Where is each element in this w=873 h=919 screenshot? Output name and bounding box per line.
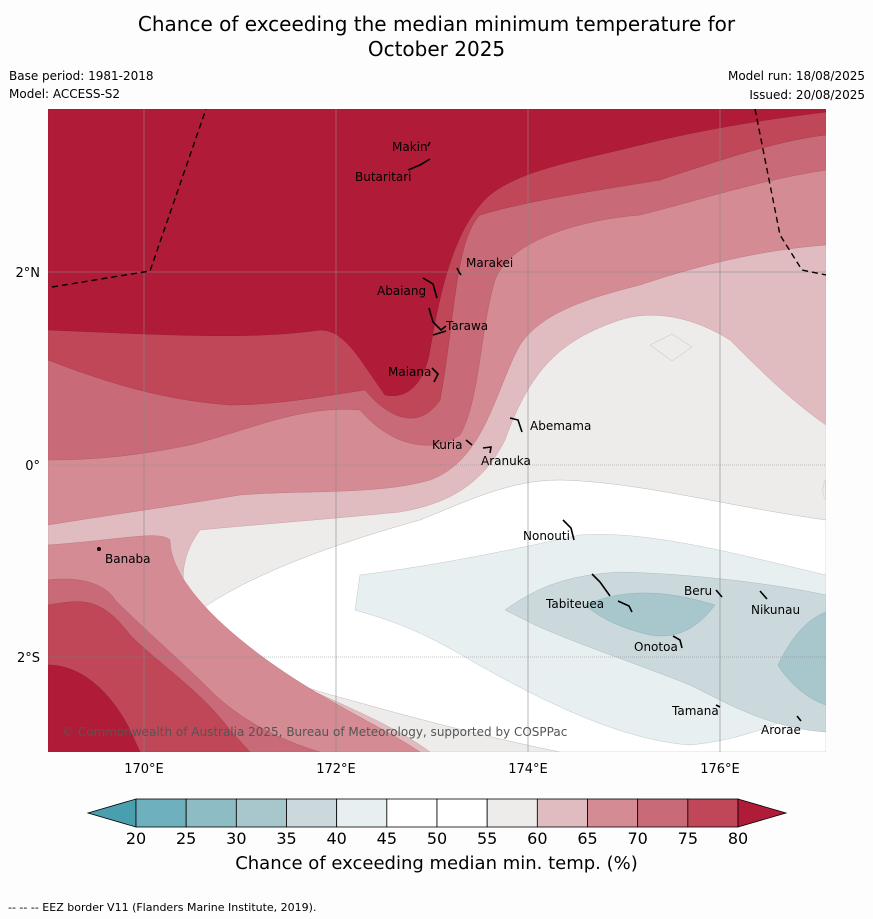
model-run: Model run: 18/08/2025	[727, 69, 865, 83]
label-nonouti: Nonouti	[523, 529, 570, 543]
island-nikunau	[759, 590, 768, 600]
colorbar-tick: 80	[728, 829, 748, 848]
island-banaba	[97, 546, 102, 551]
lon-tick-174: 174°E	[508, 762, 548, 777]
chart-title: Chance of exceeding the median minimum t…	[0, 12, 873, 62]
island-onotoa	[672, 635, 683, 649]
graticule	[48, 109, 826, 752]
island-makin	[427, 141, 431, 147]
label-butaritari: Butaritari	[355, 170, 412, 184]
colorbar-swatch-65-70	[587, 798, 639, 828]
title-line-1: Chance of exceeding the median minimum t…	[137, 12, 736, 36]
island-tabiteuea	[591, 573, 633, 613]
copyright-notice: © Commonwealth of Australia 2025, Bureau…	[62, 725, 567, 739]
lon-tick-176: 176°E	[700, 762, 740, 777]
colorbar-swatch-20-25	[135, 798, 187, 828]
colorbar-tick: 35	[276, 829, 296, 848]
island-beru	[715, 589, 723, 598]
probability-contours	[48, 109, 826, 752]
label-banaba: Banaba	[105, 552, 151, 566]
colorbar-swatch-70-75	[637, 798, 689, 828]
eez-west	[51, 109, 207, 288]
lat-tick-0: 0°	[25, 459, 40, 474]
base-period: Base period: 1981-2018	[9, 69, 154, 83]
island-abaiang	[422, 277, 438, 299]
eez-east	[754, 109, 826, 276]
island-butaritari	[407, 158, 431, 171]
band-35-40	[504, 571, 826, 733]
island-maiana	[431, 367, 439, 383]
label-maiana: Maiana	[388, 365, 431, 379]
colorbar-swatch-30-35	[235, 798, 287, 828]
island-abemama	[509, 417, 523, 433]
lon-tick-172: 172°E	[316, 762, 356, 777]
eez-footnote: -- -- -- EEZ border V11 (Flanders Marine…	[8, 901, 317, 914]
island-nonouti	[562, 519, 575, 541]
band-55-60-island	[822, 479, 826, 501]
label-abemama: Abemama	[530, 419, 591, 433]
lat-tick-2s: 2°S	[17, 651, 40, 666]
colorbar-tick: 65	[577, 829, 597, 848]
colorbar-extend-high	[737, 798, 788, 828]
colorbar-tick: 60	[527, 829, 547, 848]
colorbar-tick: 30	[226, 829, 246, 848]
colorbar-extend-low	[86, 798, 137, 828]
issued-date: Issued: 20/08/2025	[749, 88, 865, 102]
colorbar: 20 25 30 35 40 45 50 55 60 65 70 75 80	[86, 798, 788, 848]
colorbar-swatch-45-50	[386, 798, 438, 828]
colorbar-tick: 50	[427, 829, 447, 848]
label-onotoa: Onotoa	[634, 640, 678, 654]
colorbar-swatch-35-40	[286, 798, 338, 828]
lat-tick-2n: 2°N	[16, 266, 41, 281]
colorbar-tick: 55	[477, 829, 497, 848]
island-arorae	[796, 715, 802, 722]
band-above-80	[48, 109, 826, 752]
islands	[97, 141, 802, 722]
island-tarawa	[428, 307, 447, 336]
band-30-35	[584, 592, 826, 706]
label-tarawa: Tarawa	[445, 319, 488, 333]
label-aranuka: Aranuka	[481, 454, 531, 468]
colorbar-swatch-55-60	[486, 798, 538, 828]
label-nikunau: Nikunau	[751, 603, 800, 617]
label-makin: Makin	[392, 140, 428, 154]
eez-border	[51, 109, 826, 288]
island-kuria	[465, 439, 473, 446]
colorbar-swatch-50-55	[436, 798, 488, 828]
colorbar-swatch-75-80	[687, 798, 739, 828]
label-beru: Beru	[684, 584, 712, 598]
colorbar-swatch-60-65	[536, 798, 588, 828]
label-abaiang: Abaiang	[377, 284, 426, 298]
label-tamana: Tamana	[671, 704, 719, 718]
label-kuria: Kuria	[432, 438, 463, 452]
title-line-2: October 2025	[367, 37, 506, 61]
colorbar-tick: 20	[126, 829, 146, 848]
colorbar-label: Chance of exceeding median min. temp. (%…	[235, 853, 638, 874]
colorbar-tick: 70	[627, 829, 647, 848]
colorbar-tick: 45	[377, 829, 397, 848]
island-tamana	[715, 704, 721, 708]
colorbar-tick: 40	[326, 829, 346, 848]
colorbar-tick: 25	[176, 829, 196, 848]
island-marakei	[456, 267, 462, 276]
label-tabiteuea: Tabiteuea	[545, 597, 604, 611]
model-name: Model: ACCESS-S2	[9, 87, 121, 101]
island-aranuka	[482, 446, 492, 454]
lon-tick-170: 170°E	[124, 762, 164, 777]
label-arorae: Arorae	[761, 723, 801, 737]
label-marakei: Marakei	[466, 256, 513, 270]
colorbar-swatch-25-30	[185, 798, 237, 828]
colorbar-tick: 75	[678, 829, 698, 848]
colorbar-swatch-40-45	[336, 798, 388, 828]
band-55-60-patch	[649, 333, 693, 362]
